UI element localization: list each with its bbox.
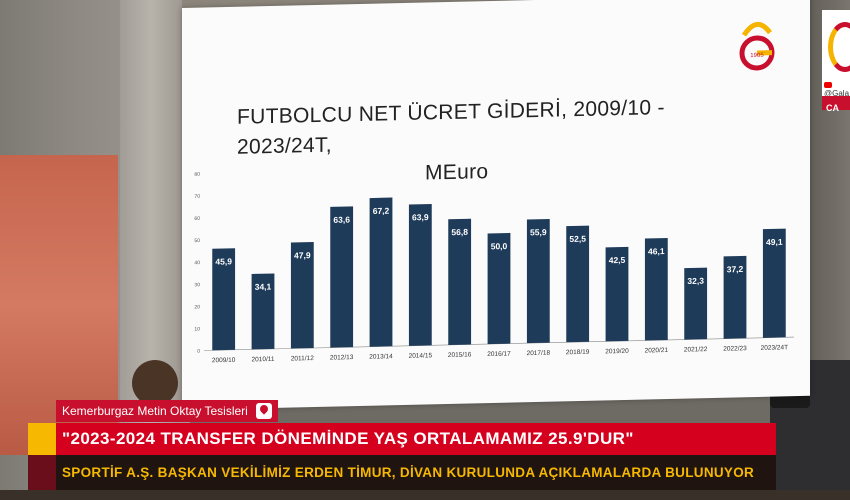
x-tick-label: 2019/20 — [605, 348, 629, 356]
y-tick-label: 80 — [194, 172, 200, 178]
x-tick-label: 2021/22 — [684, 346, 708, 354]
bar-value-label: 37,2 — [727, 264, 744, 274]
y-tick-label: 0 — [197, 349, 200, 355]
bar — [408, 203, 432, 346]
bar — [684, 267, 708, 340]
x-tick-label: 2022/23 — [723, 345, 747, 353]
background-pillar — [120, 0, 182, 430]
bar-value-label: 32,3 — [687, 276, 704, 286]
bar — [487, 232, 511, 345]
bar — [762, 228, 786, 338]
bar — [369, 197, 393, 347]
bar-value-label: 42,5 — [609, 255, 626, 265]
x-tick-label: 2016/17 — [487, 351, 511, 359]
bar-value-label: 63,9 — [412, 212, 429, 222]
x-tick-label: 2017/18 — [527, 350, 551, 358]
x-tick-label: 2009/10 — [212, 357, 236, 365]
y-tick-label: 50 — [194, 238, 200, 244]
subline-ticker: SPORTİF A.Ş. BAŞKAN VEKİLİMİZ ERDEN TİMU… — [28, 455, 776, 490]
youtube-icon — [824, 81, 832, 88]
bar — [448, 218, 472, 345]
x-tick-label: 2011/12 — [291, 355, 314, 363]
bar-value-label: 67,2 — [373, 206, 390, 216]
bar — [566, 225, 590, 343]
x-tick-label: 2020/21 — [645, 347, 669, 355]
bar — [330, 206, 354, 348]
bar-value-label: 45,9 — [215, 256, 232, 266]
projection-screen: 1905 FUTBOLCU NET ÜCRET GİDERİ, 2009/10 … — [182, 0, 810, 410]
y-tick-label: 30 — [194, 282, 200, 288]
bar-value-label: 56,8 — [451, 227, 468, 237]
y-tick-label: 10 — [194, 326, 200, 332]
bar — [290, 242, 314, 349]
headline-ticker: "2023-2024 TRANSFER DÖNEMİNDE YAŞ ORTALA… — [28, 423, 776, 455]
bar-value-label: 55,9 — [530, 227, 547, 237]
x-tick-label: 2014/15 — [409, 352, 433, 360]
bar — [644, 237, 668, 341]
x-tick-label: 2018/19 — [566, 349, 590, 357]
y-tick-label: 70 — [194, 194, 200, 200]
broadcaster-logo: @Gala CA — [822, 10, 850, 113]
bar — [723, 255, 747, 339]
bar-chart: 0 10 20 30 40 50 60 70 80 45,9 2009/10 34,1 2010/11 4… — [194, 172, 794, 365]
map-pin-icon — [255, 403, 272, 419]
bar-value-label: 47,9 — [294, 250, 311, 260]
bar-value-label: 52,5 — [569, 234, 586, 244]
bar-value-label: 63,6 — [333, 214, 350, 224]
bar — [212, 248, 236, 351]
broadcaster-crest-icon — [828, 22, 850, 72]
bar-value-label: 34,1 — [255, 282, 272, 292]
bar — [605, 246, 629, 342]
x-tick-label: 2013/14 — [369, 353, 393, 361]
x-tick-label: 2023/24T — [761, 344, 788, 352]
bar-value-label: 49,1 — [766, 237, 783, 247]
x-tick-label: 2012/13 — [330, 354, 354, 362]
broadcaster-youtube-handle: @Gala — [824, 80, 850, 98]
bar — [251, 273, 275, 350]
logo-year: 1905 — [750, 53, 764, 59]
location-text: Kemerburgaz Metin Oktay Tesisleri — [62, 404, 248, 418]
galatasaray-logo-icon: 1905 — [739, 21, 775, 71]
bar-value-label: 50,0 — [491, 241, 508, 251]
audience-person-head — [132, 360, 178, 406]
audience-foreground — [0, 490, 850, 500]
x-tick-label: 2010/11 — [251, 356, 274, 364]
bar-value-label: 46,1 — [648, 246, 665, 256]
broadcaster-tag: CA — [822, 96, 850, 113]
x-tick-label: 2015/16 — [448, 351, 472, 359]
y-tick-label: 40 — [194, 260, 200, 266]
location-tag: Kemerburgaz Metin Oktay Tesisleri — [56, 400, 278, 422]
bar — [526, 218, 550, 344]
y-tick-label: 20 — [194, 304, 200, 310]
y-tick-label: 60 — [194, 216, 200, 222]
